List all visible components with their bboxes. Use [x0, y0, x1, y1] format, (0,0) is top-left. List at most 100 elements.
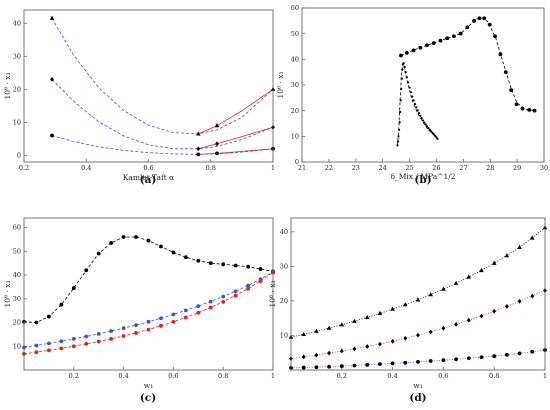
- data-point-s1-1: [196, 146, 201, 152]
- series-1-curve-0: [51, 79, 274, 150]
- data-point-s1-2: [215, 141, 219, 147]
- data-point-s0-8: [121, 235, 126, 239]
- data-point-s0-10: [146, 238, 151, 243]
- y-tick-label: 50: [291, 30, 299, 38]
- data-point-s1-7: [400, 87, 403, 90]
- data-point-s1-25: [420, 117, 423, 120]
- data-point-s1-16: [408, 86, 411, 89]
- data-point-s1-15: [208, 299, 213, 304]
- data-point-s2-19: [530, 349, 535, 354]
- data-point-s0-3: [59, 302, 64, 307]
- data-point-s0-7: [377, 310, 383, 315]
- data-point-s0-21: [527, 107, 532, 112]
- panel-caption: (d): [409, 392, 426, 404]
- series-2-curve-0: [51, 135, 274, 155]
- x-tick-label: 21: [298, 164, 306, 172]
- data-point-s1-11: [402, 62, 405, 65]
- data-point-s2-19: [258, 279, 263, 284]
- data-point-s1-13: [183, 308, 188, 313]
- data-point-s1-19: [530, 293, 535, 299]
- data-point-s1-12: [403, 65, 406, 69]
- data-point-s0-2: [214, 123, 220, 128]
- data-point-s1-17: [233, 289, 238, 294]
- data-point-s0-3: [418, 45, 423, 50]
- data-point-s1-13: [454, 322, 458, 327]
- data-point-s1-16: [221, 294, 226, 299]
- data-point-s1-8: [390, 338, 395, 344]
- data-point-s1-1: [34, 343, 39, 348]
- data-point-s1-17: [505, 304, 509, 309]
- data-point-s0-0: [399, 53, 403, 58]
- panel-caption: (c): [140, 392, 156, 404]
- data-point-s1-5: [399, 110, 402, 114]
- data-point-s2-18: [517, 351, 522, 356]
- x-axis-label: w₁: [144, 381, 153, 390]
- data-point-s0-5: [84, 268, 89, 273]
- y-tick-label: 50: [13, 247, 21, 255]
- series-0-curve-1: [198, 88, 274, 135]
- data-point-s1-0: [396, 144, 399, 147]
- data-point-s1-18: [517, 298, 522, 304]
- data-point-s0-22: [532, 108, 537, 113]
- data-point-s1-5: [84, 334, 89, 339]
- x-tick-label: 0.4: [118, 372, 128, 380]
- data-point-s2-10: [146, 327, 151, 332]
- data-point-s1-1: [301, 354, 306, 360]
- data-point-s2-10: [416, 359, 420, 364]
- data-point-s0-16: [491, 260, 497, 265]
- data-point-s1-3: [397, 128, 401, 132]
- data-point-s0-13: [453, 280, 459, 285]
- y-tick-label: 30: [280, 263, 288, 271]
- data-point-s1-33: [431, 131, 434, 134]
- x-tick-label: 24: [379, 164, 387, 172]
- data-point-s1-6: [96, 332, 101, 336]
- data-point-s0-18: [509, 88, 514, 93]
- series-0-curve-0: [290, 227, 546, 338]
- data-point-s1-31: [428, 128, 431, 131]
- data-point-s2-5: [352, 363, 357, 368]
- data-point-s0-6: [438, 38, 443, 43]
- data-point-s0-13: [183, 255, 188, 260]
- data-point-s0-12: [171, 250, 176, 255]
- x-tick-label: 28: [486, 164, 494, 172]
- data-point-s2-18: [246, 286, 251, 291]
- data-point-s0-13: [482, 16, 487, 21]
- data-point-s0-12: [441, 286, 446, 291]
- chart-panel-c: 0.2 0.4 0.6 0.8 1 10 20 30 40 50 60 w₁ 10⁶ · x₃ (c): [3, 217, 275, 404]
- data-point-s1-7: [109, 329, 114, 333]
- data-point-s0-19: [514, 102, 519, 107]
- data-point-s1-26: [421, 119, 425, 122]
- data-point-s2-2: [215, 151, 219, 156]
- data-point-s0-0: [49, 15, 55, 20]
- data-point-s1-27: [423, 121, 426, 124]
- data-point-s2-13: [454, 357, 458, 362]
- data-point-s2-15: [208, 305, 213, 310]
- data-point-s1-2: [397, 135, 400, 138]
- data-point-s1-8: [400, 77, 403, 80]
- data-point-s1-10: [416, 332, 420, 338]
- data-point-s2-17: [505, 352, 509, 357]
- data-point-s0-8: [452, 34, 456, 39]
- x-tick-label: 0.2: [19, 164, 29, 172]
- data-point-s1-32: [429, 130, 433, 133]
- chart-panel-b: 21 22 23 24 25 26 27 28 29 30 0 10 20 30 40 50 60 δ_Mix /…: [276, 4, 548, 186]
- data-point-s0-17: [233, 263, 238, 268]
- data-point-s2-7: [378, 362, 382, 367]
- data-point-s0-8: [390, 306, 395, 311]
- x-tick-label: 30: [540, 164, 548, 172]
- data-point-s1-14: [196, 304, 201, 309]
- data-point-s0-2: [411, 48, 416, 53]
- y-tick-label: 10: [13, 119, 21, 127]
- x-axis-label: Kamlet-Taft α: [123, 173, 174, 182]
- data-point-s0-2: [47, 314, 51, 319]
- data-point-s2-4: [71, 344, 76, 349]
- data-point-s2-8: [390, 361, 395, 366]
- data-point-s1-18: [411, 95, 414, 98]
- data-point-s0-17: [504, 253, 510, 258]
- data-point-s2-16: [221, 299, 226, 304]
- data-point-s2-1: [34, 350, 39, 355]
- plot-frame: [23, 217, 274, 371]
- data-point-s0-1: [196, 131, 201, 136]
